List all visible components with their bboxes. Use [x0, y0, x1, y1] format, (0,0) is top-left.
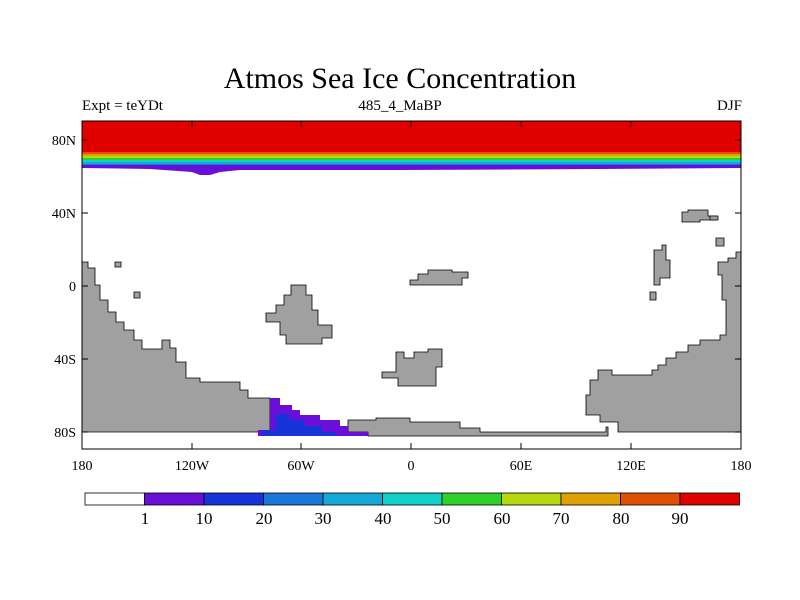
- western-islet: [114, 261, 122, 268]
- cb-label: 90: [672, 509, 689, 528]
- ice-band-30: [82, 162, 741, 164]
- lat-label-80s: 80S: [54, 426, 76, 441]
- lon-label-180e: 180: [731, 459, 752, 474]
- colorbar-box: [560, 492, 621, 506]
- colorbar-box: [203, 492, 264, 506]
- lat-label-80n: 80N: [52, 134, 76, 149]
- southern-ice-shelf: [347, 417, 609, 437]
- colorbar-box: [382, 492, 443, 506]
- ice-south-10: [262, 414, 336, 436]
- colorbar-box: [322, 492, 383, 506]
- southern-sea-ice: [258, 398, 368, 436]
- northern-sea-ice: [82, 121, 741, 175]
- colorbar-box: [144, 492, 205, 506]
- colorbar-boxes: [84, 492, 740, 506]
- eastern-islet-c: [649, 291, 657, 301]
- north-central-landmass: [409, 269, 469, 286]
- lon-label-120e: 120E: [616, 459, 646, 474]
- eastern-island-mid: [653, 244, 671, 286]
- lon-label-120w: 120W: [175, 459, 210, 474]
- western-continent: [81, 261, 271, 433]
- ice-band-20: [82, 164, 741, 165]
- colorbar-box: [441, 492, 502, 506]
- ice-band-80: [82, 152, 741, 154]
- colorbar-box: [263, 492, 324, 506]
- colorbar-box: [84, 492, 145, 506]
- south-central-landmass: [381, 348, 443, 387]
- age-label: 485_4_MaBP: [358, 98, 442, 114]
- season-label: DJF: [716, 98, 742, 114]
- colorbar: 1 10 20 30 40 50 60 70 80 90: [84, 492, 740, 528]
- cb-label: 50: [434, 509, 451, 528]
- cb-label: 10: [196, 509, 213, 528]
- central-island: [265, 284, 333, 345]
- map-panel: 80N 40N 0 40S 80S 180 120W 60W 0 60E: [52, 120, 752, 474]
- cb-label: 60: [494, 509, 511, 528]
- cb-label: 70: [553, 509, 570, 528]
- lon-label-180w: 180: [72, 459, 93, 474]
- latitude-labels: 80N 40N 0 40S 80S: [52, 134, 76, 441]
- lat-label-0: 0: [69, 280, 76, 295]
- cb-label: 20: [256, 509, 273, 528]
- western-islet-2: [133, 291, 141, 299]
- cb-label: 30: [315, 509, 332, 528]
- longitude-axis: [81, 121, 742, 449]
- ice-band-70: [82, 154, 741, 156]
- land-masses: [81, 209, 742, 437]
- eastern-continent: [585, 251, 742, 433]
- latitude-axis: [82, 139, 741, 433]
- lon-label-60w: 60W: [287, 459, 315, 474]
- ice-band-40: [82, 160, 741, 162]
- ice-band-1: [82, 165, 741, 175]
- ice-band-60: [82, 156, 741, 158]
- colorbar-labels: 1 10 20 30 40 50 60 70 80 90: [141, 509, 689, 528]
- longitude-labels: 180 120W 60W 0 60E 120E 180: [72, 459, 752, 474]
- cb-label: 40: [375, 509, 392, 528]
- lat-label-40s: 40S: [54, 353, 76, 368]
- lat-label-40n: 40N: [52, 207, 76, 222]
- experiment-label: Expt = teYDt: [82, 98, 163, 114]
- eastern-islet-a: [715, 237, 725, 247]
- chart-title: Atmos Sea Ice Concentration: [223, 62, 577, 95]
- colorbar-box: [679, 492, 740, 506]
- eastern-islet-b: [709, 215, 719, 221]
- cb-label: 80: [613, 509, 630, 528]
- colorbar-box: [620, 492, 681, 506]
- lon-label-60e: 60E: [510, 459, 533, 474]
- colorbar-box: [501, 492, 562, 506]
- lon-label-0: 0: [408, 459, 415, 474]
- cb-label: 1: [141, 509, 150, 528]
- ice-band-50: [82, 158, 741, 160]
